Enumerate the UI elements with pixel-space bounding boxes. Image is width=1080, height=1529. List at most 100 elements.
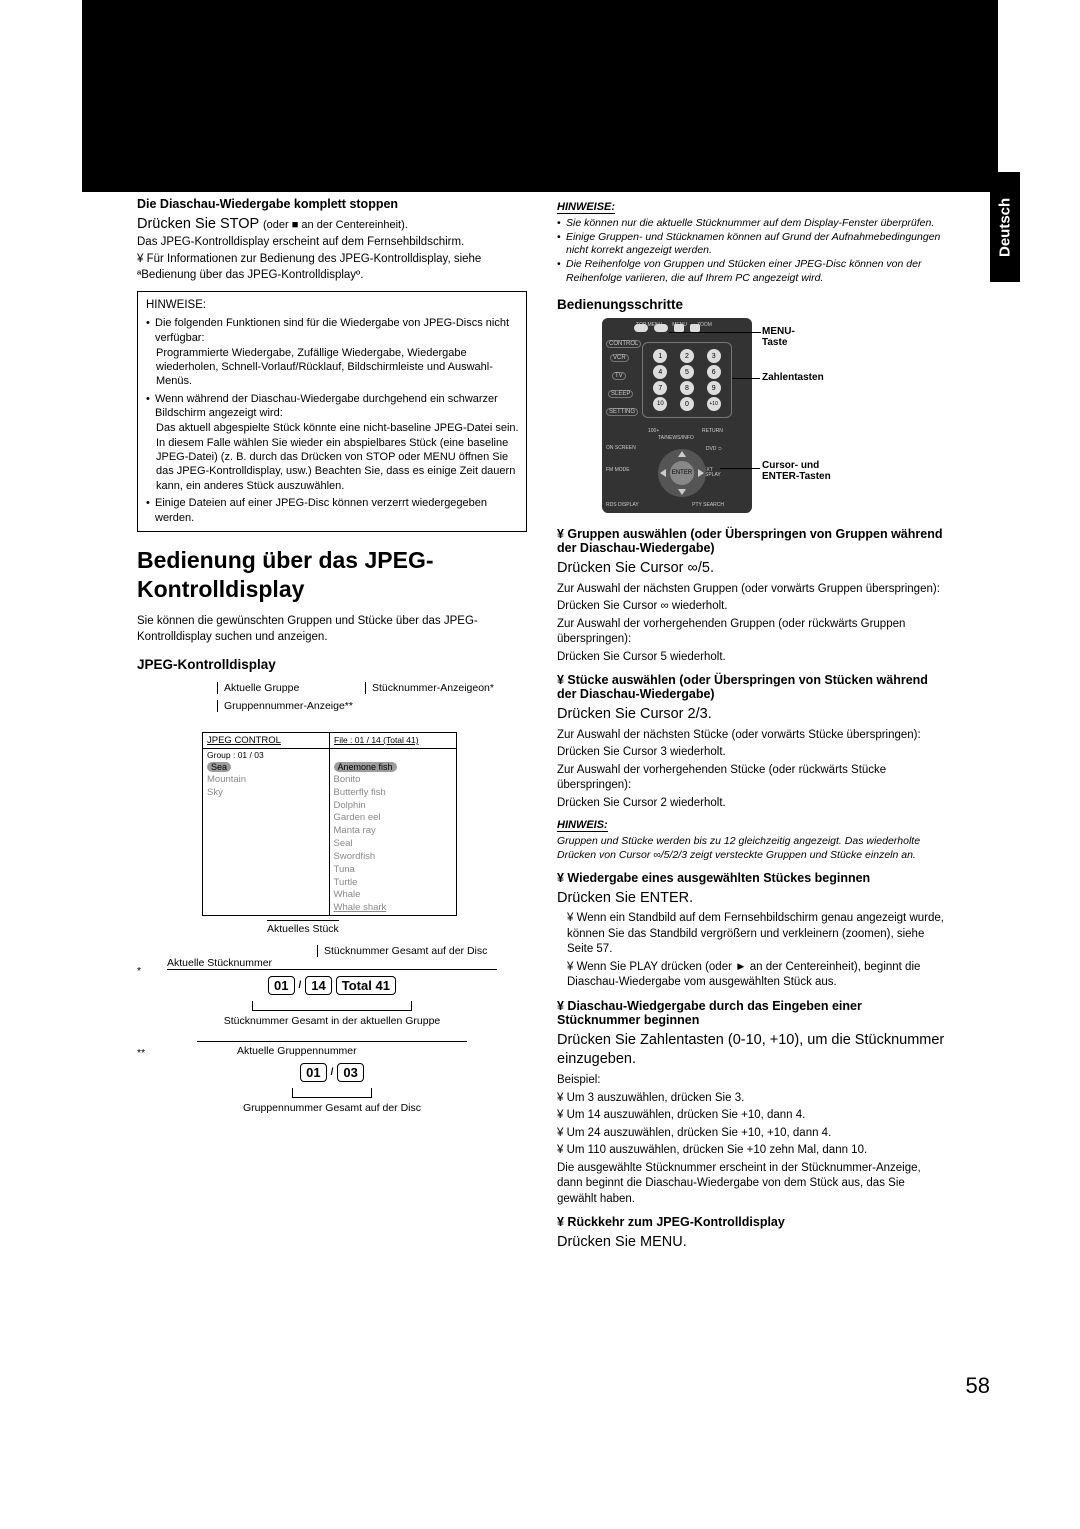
track-item: Whale [334,889,453,902]
track-item: Dolphin [334,800,453,813]
lbl-gruppennummer-anzeige: Gruppennummer-Anzeige** [217,700,353,712]
arrow-down-icon [678,489,686,495]
remote-side2-lbl: ON SCREEN [606,446,636,451]
digit-total-disc-tracks: Total 41 [336,976,396,995]
jpeg-control-table: JPEG CONTROL File : 01 / 14 (Total 41) G… [202,732,457,916]
remote-pill-btn [654,324,668,332]
lbl-aktuelle-stucknummer: Aktuelle Stücknummer [167,957,527,969]
tracks-list: Bonito Butterfly fish Dolphin Garden eel… [330,774,457,915]
star-mark: * [137,965,141,977]
remote-diagram: TOP MENU MENU ZOOM CONTROL VCR TV SLEEP [602,318,772,513]
remote-sub-lbl: 100+ [648,428,659,434]
sec4-ex3: ¥ Um 24 auszuwählen, drücken Sie +10, +1… [557,1126,947,1142]
sec3-head: ¥ Wiedergabe eines ausgewählten Stückes … [557,871,947,885]
thead-right: File : 01 / 14 (Total 41) [330,733,456,748]
remote-num-btn: 5 [680,365,694,379]
track-item: Tuna [334,864,453,877]
stop-note-2: ¥ Für Informationen zur Bedienung des JP… [137,252,527,283]
sec4-main: Drücken Sie Zahlentasten (0-10, +10), um… [557,1031,947,1070]
remote-lbl-cursor: Cursor- und ENTER-Tasten [762,460,852,482]
black-header-band [82,0,998,192]
tracknumber-boxes: 01 / 14 Total 41 [137,976,527,995]
hinweise-bullet-2: Wenn während der Diaschau-Wiedergabe dur… [146,392,520,422]
sec2-p2: Zur Auswahl der vorhergehenden Stücke (o… [557,763,947,794]
lbl-aktuelle-gruppe: Aktuelle Gruppe [217,682,299,694]
hinweise-top-b2: Einige Gruppen- und Stücknamen können au… [557,231,947,258]
sec4-ex4: ¥ Um 110 auszuwählen, drücken Sie +10 ze… [557,1143,947,1159]
remote-side-lbl: SLEEP [608,390,633,398]
language-tab: Deutsch [990,172,1020,282]
track-item: Garden eel [334,812,453,825]
remote-numpad: 1 2 3 4 5 6 7 8 9 [642,342,732,418]
hinweise-bullet-2-sub: Das aktuell abgespielte Stück könnte ein… [146,421,520,492]
lbl-stucknummer-anzeigeon: Stücknummer-Anzeigeon* [365,682,494,694]
remote-num-btn: 6 [707,365,721,379]
track-item: Seal [334,838,453,851]
sec4-ex1: ¥ Um 3 auszuwählen, drücken Sie 3. [557,1091,947,1107]
remote-sub-lbl: RETURN [702,428,723,434]
remote-side-lbl: TV [612,372,626,380]
digit-total-group-tracks: 14 [305,976,331,995]
lbl-stucknummer-gesamt-disc: Stücknummer Gesamt auf der Disc [317,945,527,957]
remote-num-btn: 0 [680,397,694,411]
track-item: Butterfly fish [334,787,453,800]
remote-side-lbl: SETTING [606,408,638,416]
selected-track-badge: Anemone fish [334,762,397,772]
remote-num-btn: 2 [680,349,694,363]
jpeg-ctrl-heading: JPEG-Kontrolldisplay [137,657,527,672]
main-h1: Bedienung über das JPEG-Kontrolldisplay [137,546,527,604]
bedienungsschritte-heading: Bedienungsschritte [557,297,947,312]
page-number: 58 [966,1373,990,1399]
sec1-p2: Zur Auswahl der vorhergehenden Gruppen (… [557,617,947,648]
remote-ta-lbl: TA/NEWS/INFO [658,435,694,441]
sec3-b1: ¥ Wenn ein Standbild auf dem Fernsehbild… [557,911,947,958]
selected-group-badge: Sea [207,762,231,772]
remote-side2-lbl: FM MODE [606,468,630,473]
sec2-p1b: Drücken Sie Cursor 3 wiederholt. [557,745,947,761]
sec4-beispiel: Beispiel: [557,1073,947,1089]
jpeg-control-diagram: Aktuelle Gruppe Gruppennummer-Anzeige** … [137,682,527,1114]
h1-subtext: Sie können die gewünschten Gruppen und S… [137,614,527,645]
remote-side2-lbl: RDS DISPLAY [606,502,639,508]
remote-side-lbl: VCR [610,354,629,362]
remote-num-btn: 10 [653,397,667,411]
sec1-p1: Zur Auswahl der nächsten Gruppen (oder v… [557,582,947,598]
hinweise-bullet-1-sub: Programmierte Wiedergabe, Zufällige Wied… [146,346,520,389]
groupnumber-boxes: 01 / 03 [137,1063,527,1082]
arrow-left-icon [660,469,666,477]
hinweise-bullet-1: Die folgenden Funktionen sind für die Wi… [146,316,520,346]
group-item: Mountain [207,774,325,787]
thead-left: JPEG CONTROL [203,733,330,748]
remote-num-btn: 1 [653,349,667,363]
stop-note-1: Das JPEG-Kontrolldisplay erscheint auf d… [137,235,527,251]
track-item: Manta ray [334,825,453,838]
remote-side-lbl: CONTROL [606,340,641,348]
group-item: Sky [207,787,325,800]
sec4-after: Die ausgewählte Stücknummer erscheint in… [557,1161,947,1208]
hinweise-top-b1: Sie können nur die aktuelle Stücknummer … [557,217,947,231]
arrow-right-icon [698,469,704,477]
sec1-head: ¥ Gruppen auswählen (oder Überspringen v… [557,527,947,555]
remote-num-btn: 9 [707,381,721,395]
digit-current-group: 01 [300,1063,326,1082]
remote-lbl-zahlen: Zahlentasten [762,372,824,383]
thead-group: Group : 01 / 03 [203,749,330,761]
track-item: Swordfish [334,851,453,864]
remote-sq-btn [674,324,684,332]
stop-main-suffix: (oder ■ an der Centereinheit). [263,219,408,231]
digit-total-groups: 03 [337,1063,363,1082]
stop-main-prefix: Drücken Sie STOP [137,216,263,232]
hinweise-top-title: HINWEISE: [557,201,615,214]
sec2-hinweis: Gruppen und Stücke werden bis zu 12 glei… [557,835,947,862]
hinweise-top-b3: Die Reihenfolge von Gruppen und Stücken … [557,258,947,285]
track-item: Whale shark [334,902,453,915]
sec5-head: ¥ Rückkehr zum JPEG-Kontrolldisplay [557,1215,947,1229]
sec1-p2b: Drücken Sie Cursor 5 wiederholt. [557,650,947,666]
sec2-main: Drücken Sie Cursor 2/3. [557,705,947,725]
digit-current-track: 01 [268,976,294,995]
sec3-b2: ¥ Wenn Sie PLAY drücken (oder ► an der C… [557,960,947,991]
remote-body: TOP MENU MENU ZOOM CONTROL VCR TV SLEEP [602,318,752,513]
sec1-p1b: Drücken Sie Cursor ∞ wiederholt. [557,599,947,615]
remote-lbl-menu: MENU-Taste [762,326,795,348]
sec1-main: Drücken Sie Cursor ∞/5. [557,559,947,579]
